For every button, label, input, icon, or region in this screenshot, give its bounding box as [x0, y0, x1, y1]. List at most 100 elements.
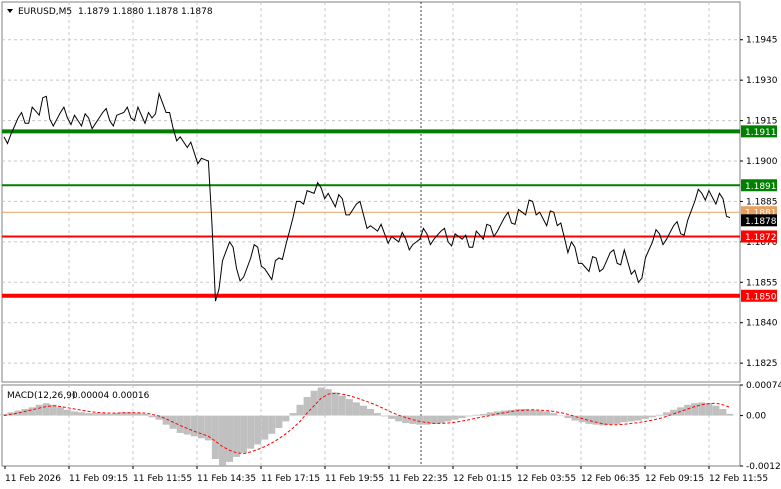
- macd-bar: [176, 415, 184, 433]
- level-tag-bg-1.1850: [741, 289, 777, 302]
- macd-bar: [317, 387, 325, 416]
- level-tag-1.1878: 1.1878: [745, 217, 777, 227]
- level-tag-1.1911: 1.1911: [745, 128, 777, 138]
- price-panel: [1, 1, 741, 383]
- macd-bar: [599, 415, 607, 426]
- y-tick-label: 1.1870: [746, 238, 778, 248]
- macd-bar: [134, 413, 142, 416]
- y-tick-label: 1.1915: [746, 117, 778, 127]
- macd-bar: [620, 415, 628, 423]
- y-tick-label: 1.1840: [746, 319, 778, 329]
- macd-bar: [303, 397, 311, 416]
- level-tag-bg-1.1878: [741, 214, 777, 227]
- level-tag-bg-1.1911: [741, 125, 777, 138]
- macd-bar: [331, 392, 339, 416]
- macd-bar: [78, 412, 85, 416]
- macd-bar: [197, 415, 205, 439]
- macd-bar: [99, 413, 107, 416]
- macd-bar: [479, 413, 487, 416]
- macd-bar: [190, 415, 198, 437]
- y-tick-label: 1.1930: [746, 76, 778, 86]
- x-tick-label: 11 Feb 2026: [5, 474, 61, 484]
- macd-bar: [663, 412, 670, 416]
- macd-bar: [444, 415, 452, 422]
- macd-bar: [691, 403, 699, 416]
- macd-y-tick-label: 0.00074: [746, 381, 781, 391]
- macd-bar: [338, 395, 346, 416]
- macd-panel: [1, 384, 741, 467]
- macd-bar: [726, 413, 734, 416]
- macd-y-axis: 0.00074 0.00 -0.00122: [740, 381, 781, 472]
- y-tick-label: 1.1900: [746, 157, 778, 167]
- macd-bar: [529, 409, 537, 416]
- macd-bar: [49, 404, 57, 416]
- macd-bar: [345, 399, 353, 416]
- x-tick-label: 11 Feb 17:15: [261, 474, 320, 484]
- macd-values: 0.00004 0.00016: [72, 391, 150, 401]
- macd-bar: [289, 413, 297, 416]
- macd-bar: [204, 415, 212, 441]
- macd-bar: [360, 405, 367, 416]
- macd-bar: [416, 415, 424, 425]
- macd-bar: [606, 415, 614, 425]
- macd-bar: [719, 409, 727, 416]
- macd-bar: [28, 407, 36, 416]
- levels-layer: [2, 129, 740, 298]
- macd-y-tick-label: 0.00: [746, 412, 766, 422]
- macd-layer: [0, 387, 734, 466]
- macd-bar: [522, 409, 530, 416]
- macd-bar: [437, 415, 445, 423]
- x-tick-label: 11 Feb 14:35: [197, 474, 256, 484]
- y-tick-label: 1.1825: [746, 359, 778, 369]
- macd-bar: [648, 415, 656, 418]
- y-tick-label: 1.1885: [746, 197, 778, 207]
- macd-bar: [127, 412, 135, 416]
- macd-bar: [712, 405, 720, 416]
- macd-bar: [374, 413, 381, 416]
- macd-bar: [162, 415, 170, 425]
- macd-bar: [85, 413, 93, 416]
- level-tag-1.1881: 1.1881: [745, 209, 777, 219]
- macd-bar: [226, 415, 233, 462]
- macd-bar: [515, 409, 522, 416]
- macd-bar: [367, 409, 374, 416]
- macd-bar: [627, 415, 635, 422]
- macd-bar: [395, 415, 403, 422]
- macd-bar: [247, 415, 255, 449]
- macd-bar: [352, 402, 360, 416]
- macd-bar: [219, 415, 226, 466]
- macd-bar: [684, 404, 692, 416]
- macd-bar: [564, 415, 572, 419]
- dropdown-triangle-icon[interactable]: [7, 9, 13, 13]
- x-tick-label: 12 Feb 11:55: [709, 474, 768, 484]
- macd-bar: [592, 415, 600, 425]
- macd-bar: [240, 415, 248, 453]
- symbol-label[interactable]: EURUSD,M5: [18, 7, 72, 17]
- y-tick-label: 1.1945: [746, 36, 778, 46]
- macd-bar: [261, 415, 269, 440]
- macd-bar: [148, 415, 156, 418]
- macd-bar: [423, 415, 431, 425]
- macd-bar: [634, 415, 642, 421]
- macd-bar: [430, 415, 438, 424]
- y-tick-label: 1.1855: [746, 278, 778, 288]
- macd-bar: [92, 413, 100, 416]
- x-tick-label: 12 Feb 03:55: [517, 474, 576, 484]
- x-tick-label: 12 Feb 06:35: [581, 474, 640, 484]
- macd-bar: [310, 390, 318, 416]
- macd-bar: [508, 409, 515, 416]
- macd-bar: [42, 403, 50, 416]
- macd-bar: [381, 415, 389, 417]
- macd-bar: [670, 409, 678, 416]
- macd-bar: [106, 413, 114, 416]
- macd-bar: [0, 413, 8, 416]
- macd-bar: [120, 412, 128, 416]
- x-tick-label: 11 Feb 11:55: [133, 474, 192, 484]
- macd-bar: [141, 413, 149, 416]
- macd-bar: [63, 409, 71, 416]
- macd-bar: [641, 415, 649, 419]
- macd-bar: [211, 415, 219, 459]
- macd-bar: [402, 415, 410, 423]
